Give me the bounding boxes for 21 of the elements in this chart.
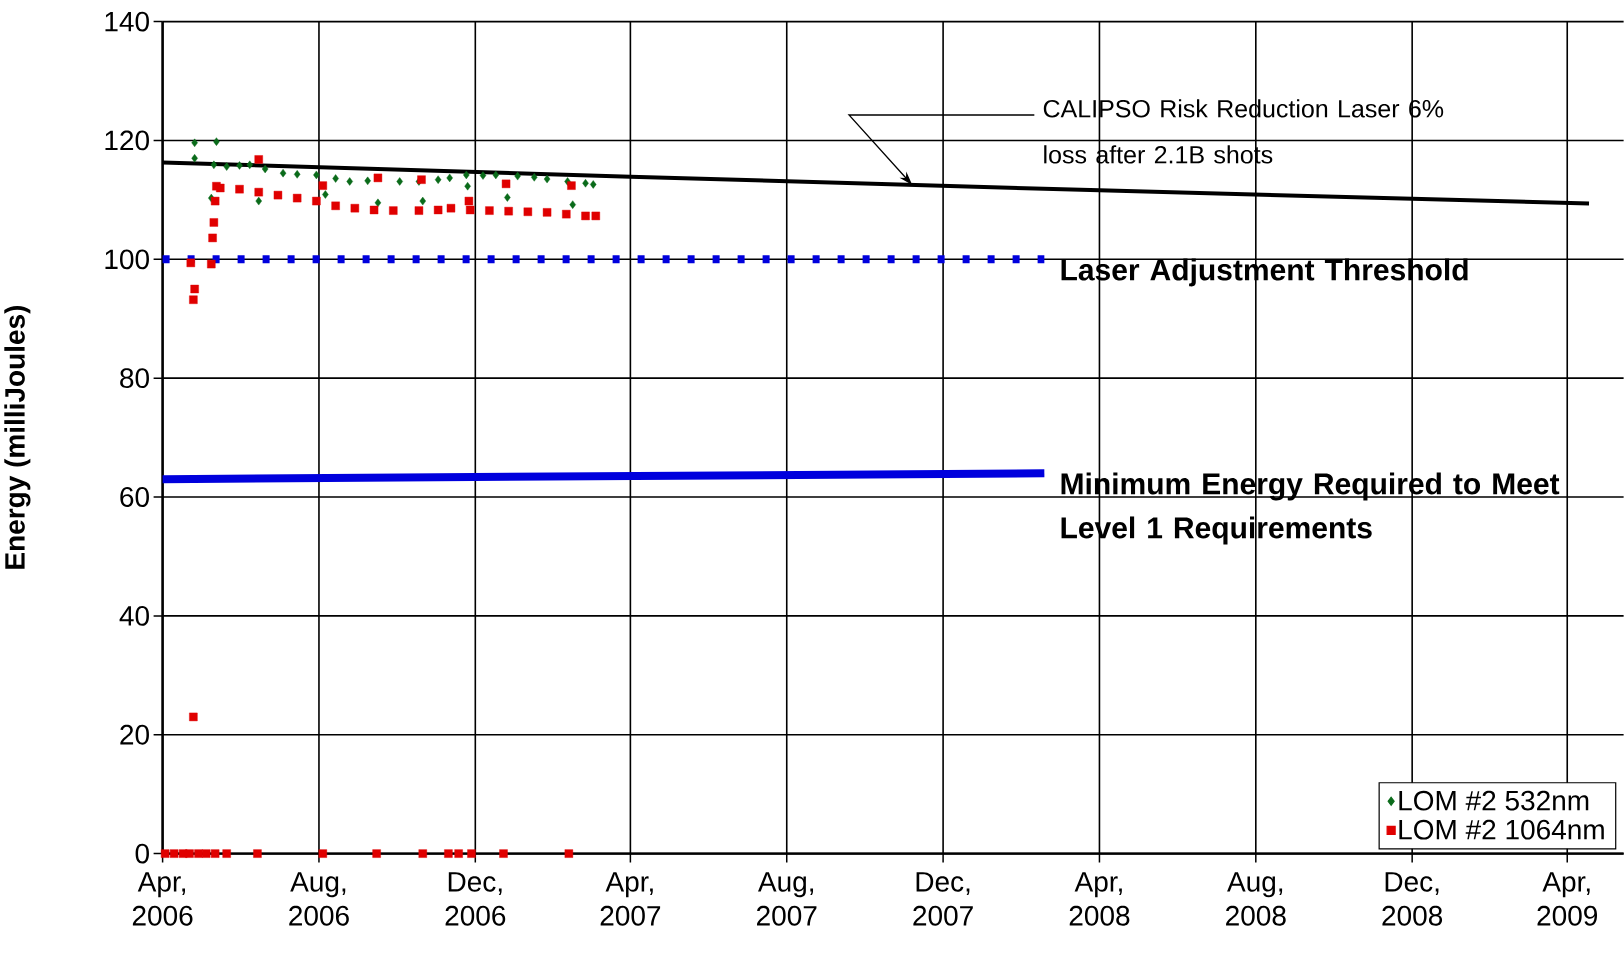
legend-label: LOM #2 1064nm <box>1399 819 1604 840</box>
y-axis-title: Energy (milliJoules) <box>4 305 31 569</box>
x-tick-label: Aug, 2008 <box>1226 872 1286 926</box>
y-tick-label: 20 <box>120 724 149 745</box>
y-tick-label: 100 <box>105 249 149 270</box>
x-tick-label: Apr, 2007 <box>600 872 661 926</box>
x-tick-label: Apr, 2008 <box>1069 872 1130 926</box>
x-tick-label: Apr, 2006 <box>132 872 193 926</box>
y-tick-label: 0 <box>135 843 149 864</box>
y-tick-label: 80 <box>120 368 149 389</box>
legend-label: LOM #2 532nm <box>1399 790 1589 811</box>
x-tick-label: Aug, 2007 <box>757 872 817 926</box>
y-tick-label: 140 <box>105 11 149 32</box>
y-tick-label: 60 <box>120 487 149 507</box>
x-tick-label: Apr, 2009 <box>1537 872 1598 926</box>
x-tick-label: Aug, 2006 <box>289 872 349 926</box>
y-tick-label: 120 <box>105 130 149 151</box>
x-tick-label: Dec, 2007 <box>913 872 973 926</box>
x-tick-label: Dec, 2006 <box>445 872 506 926</box>
y-tick-label: 40 <box>119 605 149 626</box>
x-tick-label: Dec, 2008 <box>1382 872 1443 926</box>
